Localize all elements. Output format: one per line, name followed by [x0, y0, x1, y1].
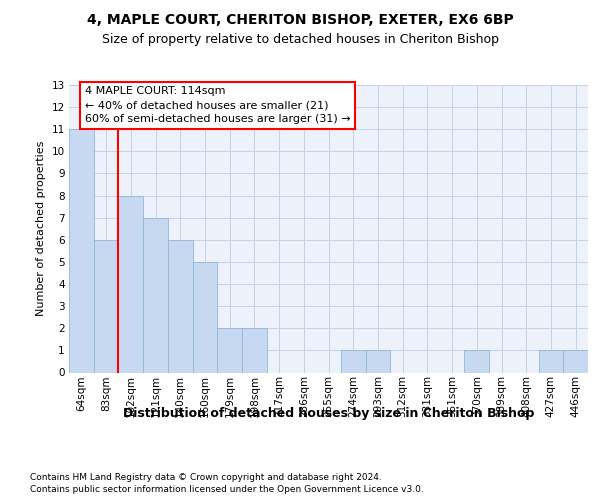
Bar — [464, 350, 489, 372]
Bar — [563, 350, 588, 372]
Text: 4, MAPLE COURT, CHERITON BISHOP, EXETER, EX6 6BP: 4, MAPLE COURT, CHERITON BISHOP, EXETER,… — [86, 12, 514, 26]
Bar — [242, 328, 267, 372]
Bar — [143, 218, 168, 372]
Bar — [168, 240, 193, 372]
Bar — [341, 350, 365, 372]
Text: Distribution of detached houses by size in Cheriton Bishop: Distribution of detached houses by size … — [123, 408, 535, 420]
Bar — [193, 262, 217, 372]
Bar — [69, 129, 94, 372]
Text: Contains HM Land Registry data © Crown copyright and database right 2024.: Contains HM Land Registry data © Crown c… — [30, 472, 382, 482]
Text: Size of property relative to detached houses in Cheriton Bishop: Size of property relative to detached ho… — [101, 32, 499, 46]
Text: 4 MAPLE COURT: 114sqm
← 40% of detached houses are smaller (21)
60% of semi-deta: 4 MAPLE COURT: 114sqm ← 40% of detached … — [85, 86, 350, 124]
Y-axis label: Number of detached properties: Number of detached properties — [36, 141, 46, 316]
Bar — [217, 328, 242, 372]
Text: Contains public sector information licensed under the Open Government Licence v3: Contains public sector information licen… — [30, 485, 424, 494]
Bar — [539, 350, 563, 372]
Bar — [94, 240, 118, 372]
Bar — [118, 196, 143, 372]
Bar — [365, 350, 390, 372]
